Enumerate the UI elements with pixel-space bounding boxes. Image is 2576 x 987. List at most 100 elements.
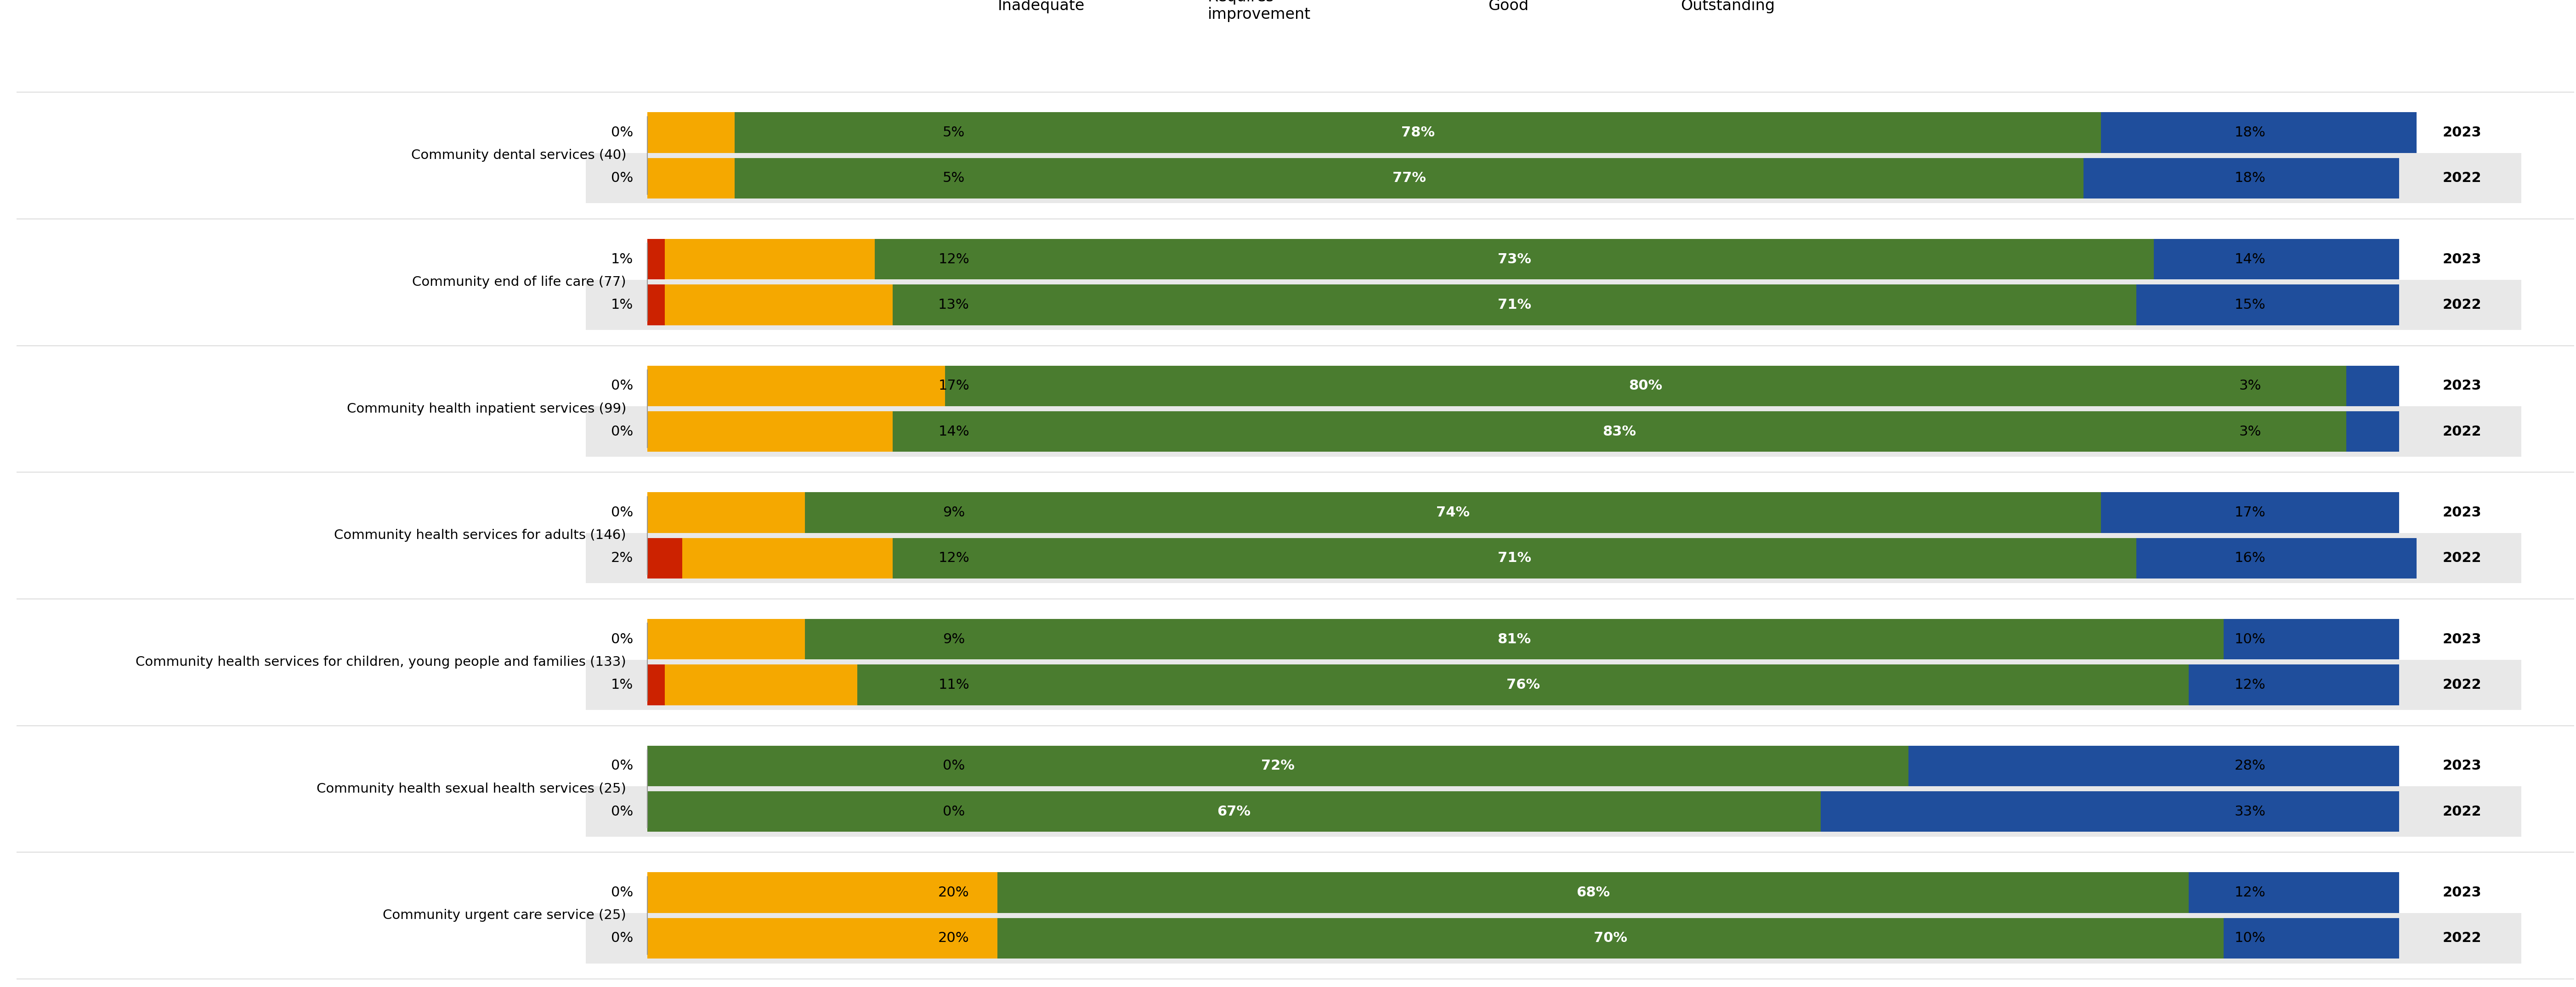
Text: 17%: 17% bbox=[2233, 506, 2264, 519]
Text: 2023: 2023 bbox=[2442, 759, 2481, 773]
Text: 71%: 71% bbox=[1497, 552, 1530, 565]
Text: 74%: 74% bbox=[1437, 506, 1471, 519]
Text: 10%: 10% bbox=[2233, 932, 2264, 945]
Bar bbox=[647, 158, 734, 198]
Point bbox=[943, 0, 984, 14]
Text: 2023: 2023 bbox=[2442, 506, 2481, 519]
Text: Community health inpatient services (99): Community health inpatient services (99) bbox=[348, 403, 626, 416]
Text: 28%: 28% bbox=[2233, 759, 2264, 773]
Text: 77%: 77% bbox=[1394, 172, 1427, 185]
Text: 9%: 9% bbox=[943, 633, 966, 645]
Text: 81%: 81% bbox=[1497, 633, 1530, 645]
Bar bbox=[945, 365, 2347, 407]
Text: 2022: 2022 bbox=[2442, 298, 2481, 312]
Text: 13%: 13% bbox=[938, 298, 969, 312]
Bar bbox=[647, 493, 804, 533]
Text: Community health services for adults (146): Community health services for adults (14… bbox=[335, 529, 626, 542]
Text: 1%: 1% bbox=[611, 298, 634, 312]
Bar bbox=[2154, 239, 2398, 279]
Text: 1%: 1% bbox=[611, 678, 634, 692]
Bar bbox=[647, 918, 997, 958]
Text: 2022: 2022 bbox=[2442, 172, 2481, 185]
Point bbox=[1432, 0, 1473, 14]
Text: 72%: 72% bbox=[1262, 759, 1296, 773]
Bar bbox=[2223, 918, 2398, 958]
Bar bbox=[2136, 284, 2398, 325]
Text: Community health services for children, young people and families (133): Community health services for children, … bbox=[137, 655, 626, 668]
Text: 12%: 12% bbox=[938, 253, 969, 266]
Bar bbox=[2190, 664, 2398, 705]
Text: 0%: 0% bbox=[611, 932, 634, 945]
Text: 2022: 2022 bbox=[2442, 804, 2481, 818]
Text: 0%: 0% bbox=[611, 804, 634, 818]
Bar bbox=[665, 284, 891, 325]
Text: 14%: 14% bbox=[2233, 253, 2264, 266]
Bar bbox=[647, 619, 804, 659]
Bar bbox=[647, 873, 997, 913]
Bar bbox=[585, 913, 2522, 963]
Text: 33%: 33% bbox=[2233, 804, 2267, 818]
Text: Community urgent care service (25): Community urgent care service (25) bbox=[384, 909, 626, 922]
Bar bbox=[647, 412, 891, 452]
Text: 0%: 0% bbox=[943, 759, 966, 773]
Bar bbox=[997, 873, 2190, 913]
Text: 15%: 15% bbox=[2233, 298, 2264, 312]
Text: 78%: 78% bbox=[1401, 126, 1435, 139]
Text: 0%: 0% bbox=[611, 759, 634, 773]
Bar bbox=[1909, 745, 2398, 787]
Text: 76%: 76% bbox=[1507, 678, 1540, 692]
Text: Inadequate: Inadequate bbox=[997, 0, 1084, 14]
Text: 12%: 12% bbox=[938, 552, 969, 565]
Text: 71%: 71% bbox=[1497, 298, 1530, 312]
Text: 17%: 17% bbox=[938, 379, 969, 393]
Bar bbox=[891, 538, 2136, 578]
Text: 67%: 67% bbox=[1218, 804, 1252, 818]
Text: 2023: 2023 bbox=[2442, 379, 2481, 393]
Bar bbox=[891, 284, 2136, 325]
Point bbox=[1625, 0, 1667, 14]
Bar bbox=[2102, 113, 2416, 153]
Text: 20%: 20% bbox=[938, 932, 969, 945]
Bar bbox=[585, 153, 2522, 203]
Bar bbox=[2190, 873, 2398, 913]
Text: 3%: 3% bbox=[2239, 379, 2262, 393]
Bar bbox=[585, 533, 2522, 583]
Bar bbox=[804, 493, 2102, 533]
Bar bbox=[997, 918, 2223, 958]
Text: 2023: 2023 bbox=[2442, 886, 2481, 899]
Text: 2023: 2023 bbox=[2442, 253, 2481, 266]
Text: 80%: 80% bbox=[1628, 379, 1662, 393]
Text: 73%: 73% bbox=[1497, 253, 1530, 266]
Text: 11%: 11% bbox=[938, 678, 969, 692]
Bar bbox=[734, 158, 2084, 198]
Bar bbox=[665, 664, 858, 705]
Bar bbox=[647, 365, 945, 407]
Bar bbox=[647, 284, 665, 325]
Bar bbox=[2223, 619, 2398, 659]
Bar bbox=[665, 239, 876, 279]
Text: 2023: 2023 bbox=[2442, 126, 2481, 139]
Text: 10%: 10% bbox=[2233, 633, 2264, 645]
Bar bbox=[647, 792, 1821, 832]
Text: 9%: 9% bbox=[943, 506, 966, 519]
Bar bbox=[2347, 365, 2398, 407]
Bar bbox=[891, 412, 2347, 452]
Text: 18%: 18% bbox=[2233, 172, 2264, 185]
Text: 3%: 3% bbox=[2239, 424, 2262, 438]
Bar bbox=[2347, 412, 2398, 452]
Text: 68%: 68% bbox=[1577, 886, 1610, 899]
Bar bbox=[647, 113, 734, 153]
Text: 0%: 0% bbox=[611, 126, 634, 139]
Text: 83%: 83% bbox=[1602, 424, 1636, 438]
Text: Community dental services (40): Community dental services (40) bbox=[412, 149, 626, 162]
Text: Requires
improvement: Requires improvement bbox=[1208, 0, 1311, 23]
Text: 12%: 12% bbox=[2233, 886, 2264, 899]
Text: 12%: 12% bbox=[2233, 678, 2264, 692]
Text: 0%: 0% bbox=[611, 633, 634, 645]
Text: 2022: 2022 bbox=[2442, 552, 2481, 565]
Text: 5%: 5% bbox=[943, 172, 966, 185]
Text: Community end of life care (77): Community end of life care (77) bbox=[412, 275, 626, 288]
Bar bbox=[804, 619, 2223, 659]
Bar bbox=[585, 279, 2522, 330]
Bar bbox=[2084, 158, 2398, 198]
